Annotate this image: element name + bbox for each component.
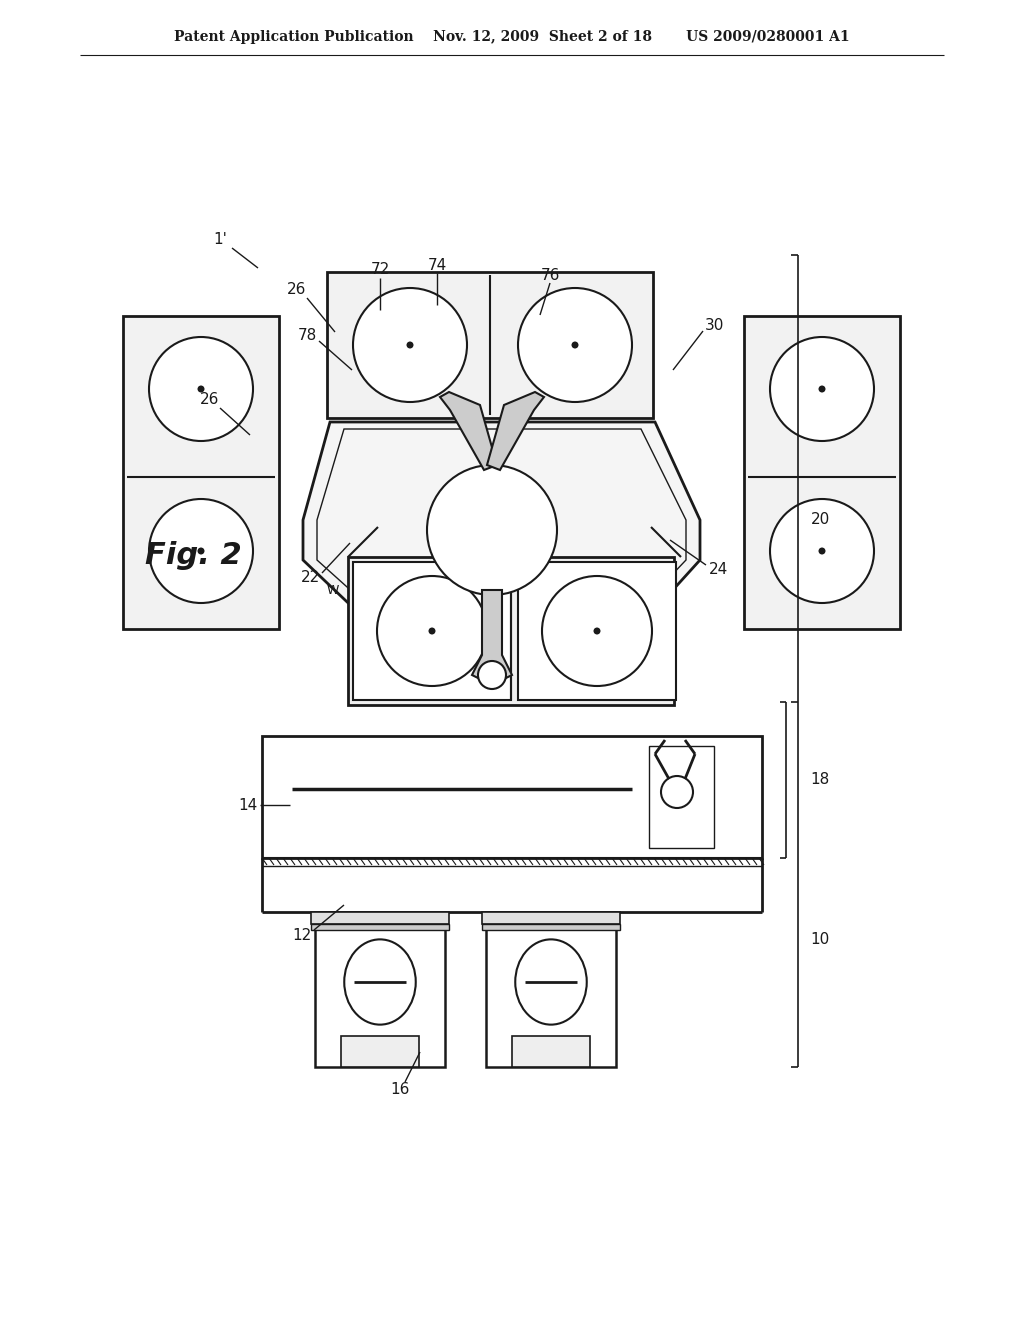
Bar — [512, 1036, 590, 1067]
Text: 26: 26 — [288, 282, 306, 297]
Circle shape — [427, 465, 557, 595]
Bar — [518, 562, 676, 700]
Bar — [744, 315, 900, 630]
Circle shape — [407, 342, 414, 348]
Circle shape — [353, 288, 467, 403]
Bar — [649, 746, 714, 847]
Bar — [348, 557, 674, 705]
Circle shape — [818, 385, 825, 392]
Text: 16: 16 — [390, 1082, 410, 1097]
Circle shape — [377, 576, 487, 686]
Bar — [262, 737, 762, 858]
Text: W: W — [327, 583, 339, 597]
Bar — [123, 315, 279, 630]
Text: 10: 10 — [810, 932, 829, 948]
Text: 78: 78 — [297, 327, 316, 342]
Circle shape — [770, 337, 874, 441]
Bar — [315, 912, 445, 1067]
Text: 18: 18 — [810, 772, 829, 788]
Circle shape — [542, 576, 652, 686]
Text: 74: 74 — [427, 257, 446, 272]
Text: 1': 1' — [213, 232, 227, 248]
Circle shape — [150, 499, 253, 603]
Bar — [311, 924, 449, 931]
Circle shape — [428, 627, 435, 635]
Text: Fig. 2: Fig. 2 — [145, 540, 242, 569]
Text: 14: 14 — [239, 797, 258, 813]
Text: 30: 30 — [706, 318, 725, 333]
Circle shape — [662, 776, 693, 808]
Text: Patent Application Publication    Nov. 12, 2009  Sheet 2 of 18       US 2009/028: Patent Application Publication Nov. 12, … — [174, 30, 850, 44]
Circle shape — [198, 385, 205, 392]
Circle shape — [770, 499, 874, 603]
Text: 22: 22 — [300, 570, 319, 586]
Circle shape — [150, 337, 253, 441]
Text: 26: 26 — [201, 392, 220, 408]
Text: 76: 76 — [541, 268, 560, 282]
Bar — [486, 912, 616, 1067]
Polygon shape — [440, 392, 497, 470]
Polygon shape — [487, 392, 544, 470]
Text: 24: 24 — [709, 562, 728, 578]
Bar — [353, 562, 511, 700]
Ellipse shape — [515, 940, 587, 1024]
Text: 12: 12 — [293, 928, 311, 942]
Circle shape — [571, 342, 579, 348]
Polygon shape — [303, 422, 700, 698]
Bar — [482, 924, 620, 931]
Circle shape — [818, 548, 825, 554]
Bar — [341, 1036, 419, 1067]
Circle shape — [198, 548, 205, 554]
Text: 72: 72 — [371, 263, 389, 277]
Bar — [311, 912, 449, 924]
Circle shape — [594, 627, 600, 635]
Bar — [327, 272, 653, 418]
Ellipse shape — [344, 940, 416, 1024]
Circle shape — [518, 288, 632, 403]
Polygon shape — [472, 590, 512, 685]
Bar — [482, 912, 620, 924]
Text: 20: 20 — [810, 512, 829, 528]
Circle shape — [478, 661, 506, 689]
